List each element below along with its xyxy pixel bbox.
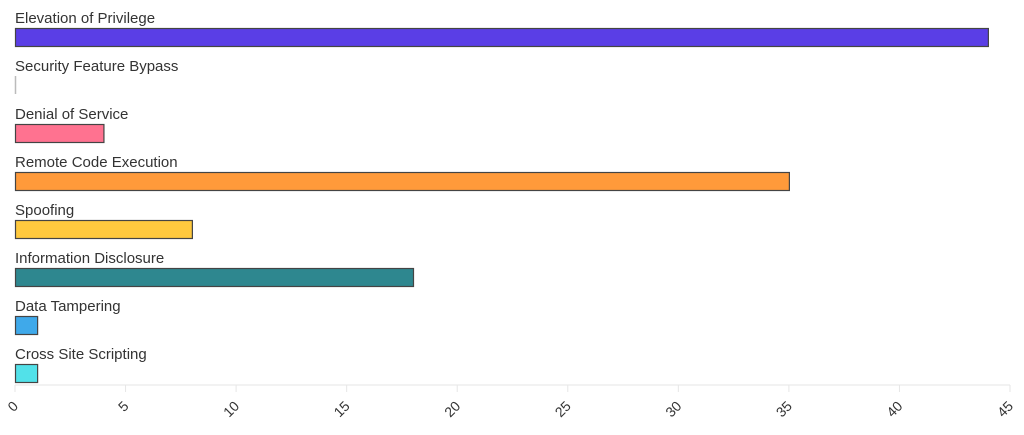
bar xyxy=(14,171,790,192)
category-label: Security Feature Bypass xyxy=(15,58,178,75)
category-label: Data Tampering xyxy=(15,298,121,315)
category-label: Cross Site Scripting xyxy=(15,346,147,363)
bar xyxy=(14,27,989,48)
category-label: Spoofing xyxy=(15,202,74,219)
bar xyxy=(14,315,39,336)
bar xyxy=(14,219,193,240)
bar xyxy=(14,267,415,288)
bar xyxy=(14,363,39,384)
x-tick-label: 45 xyxy=(994,398,1016,420)
category-label: Information Disclosure xyxy=(15,250,164,267)
category-label: Elevation of Privilege xyxy=(15,10,155,27)
x-tick-label: 15 xyxy=(330,398,352,420)
x-tick-label: 0 xyxy=(4,398,21,415)
category-label: Remote Code Execution xyxy=(15,154,178,171)
x-tick-label: 30 xyxy=(662,398,684,420)
x-tick-label: 35 xyxy=(773,398,795,420)
x-tick-label: 40 xyxy=(883,398,905,420)
category-label: Denial of Service xyxy=(15,106,128,123)
x-tick-label: 10 xyxy=(220,398,242,420)
x-tick-label: 25 xyxy=(552,398,574,420)
bar xyxy=(14,123,105,144)
x-tick-label: 5 xyxy=(115,398,132,415)
x-tick-label: 20 xyxy=(441,398,463,420)
